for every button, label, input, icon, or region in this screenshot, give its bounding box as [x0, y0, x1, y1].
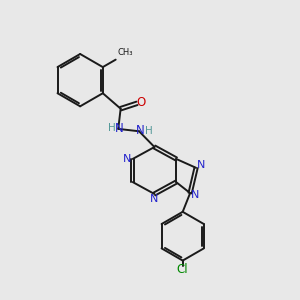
- Text: N: N: [123, 154, 132, 164]
- Text: Cl: Cl: [176, 263, 188, 276]
- Text: H: H: [108, 123, 116, 133]
- Text: N: N: [150, 194, 159, 204]
- Text: CH₃: CH₃: [118, 48, 133, 57]
- Text: N: N: [116, 122, 124, 135]
- Text: N: N: [197, 160, 205, 170]
- Text: H: H: [145, 126, 152, 136]
- Text: N: N: [136, 124, 145, 137]
- Text: N: N: [191, 190, 200, 200]
- Text: O: O: [136, 96, 146, 109]
